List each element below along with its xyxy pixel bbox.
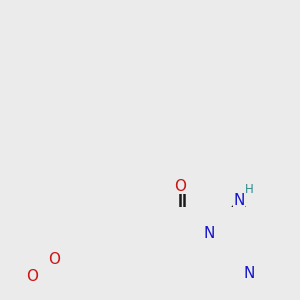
Text: N: N: [233, 193, 244, 208]
Text: N: N: [244, 266, 255, 281]
Text: O: O: [48, 252, 60, 267]
Text: O: O: [26, 269, 38, 284]
Text: H: H: [245, 183, 254, 196]
Text: O: O: [174, 179, 186, 194]
Text: N: N: [204, 226, 215, 241]
